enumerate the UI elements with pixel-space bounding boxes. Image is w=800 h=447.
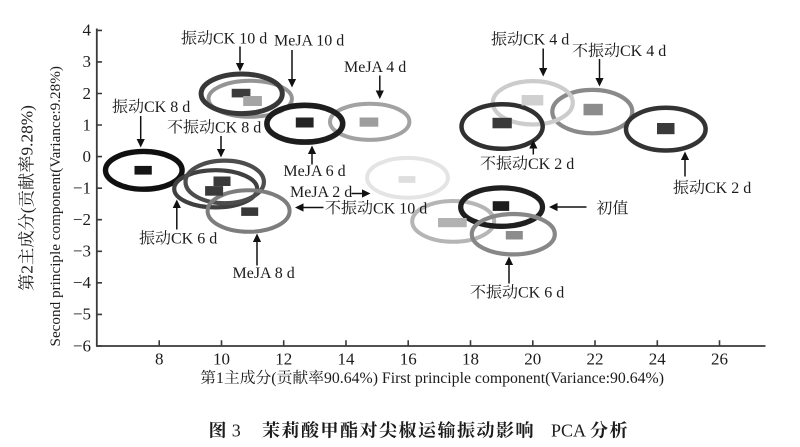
svg-text:CK 6 d: CK 6 d: [518, 285, 564, 302]
svg-text:CK 2 d: CK 2 d: [705, 180, 751, 197]
svg-text:MeJA 2 d: MeJA 2 d: [290, 184, 352, 201]
svg-text:MeJA 8 d: MeJA 8 d: [233, 265, 295, 282]
svg-text:3: 3: [83, 52, 92, 71]
svg-text:1: 1: [83, 115, 92, 134]
svg-text:CK 10 d: CK 10 d: [373, 200, 427, 217]
svg-text:−2: −2: [73, 210, 91, 229]
svg-text:CK 8 d: CK 8 d: [144, 99, 190, 116]
svg-text:CK 2 d: CK 2 d: [528, 156, 574, 173]
svg-text:−3: −3: [73, 242, 91, 261]
svg-text:0: 0: [83, 147, 92, 166]
svg-text:12: 12: [275, 349, 292, 368]
svg-text:18: 18: [462, 349, 479, 368]
svg-text:MeJA 4 d: MeJA 4 d: [344, 59, 406, 76]
svg-text:−5: −5: [73, 305, 91, 324]
svg-text:(: (: [18, 207, 37, 213]
svg-text:26: 26: [711, 349, 728, 368]
svg-text:−1: −1: [73, 179, 91, 198]
svg-text:−6: −6: [73, 336, 91, 355]
svg-text:2: 2: [83, 84, 92, 103]
svg-text:2: 2: [18, 265, 37, 274]
svg-text:3: 3: [232, 421, 241, 441]
svg-text:CK 10 d: CK 10 d: [213, 31, 267, 48]
svg-text:20: 20: [524, 349, 541, 368]
svg-text:14: 14: [338, 349, 356, 368]
svg-text:24: 24: [649, 349, 667, 368]
svg-text:1: 1: [216, 370, 224, 387]
svg-text:90.64%) First principle compon: 90.64%) First principle component(Varian…: [324, 370, 664, 387]
svg-text:PCA: PCA: [551, 421, 586, 441]
svg-text:CK 4 d: CK 4 d: [620, 43, 666, 60]
svg-text:8: 8: [155, 349, 164, 368]
svg-text:Second principle component(Var: Second principle component(Variance:9.28…: [47, 66, 64, 346]
svg-text:4: 4: [83, 21, 92, 40]
svg-text:MeJA 10 d: MeJA 10 d: [274, 33, 344, 50]
svg-text:9.28%): 9.28%): [18, 105, 37, 155]
svg-text:CK 8 d: CK 8 d: [215, 120, 261, 137]
svg-text:CK 4 d: CK 4 d: [523, 32, 569, 49]
svg-text:10: 10: [213, 349, 230, 368]
svg-text:(: (: [271, 370, 276, 387]
svg-text:MeJA 6 d: MeJA 6 d: [283, 163, 345, 180]
svg-text:16: 16: [400, 349, 417, 368]
svg-text:CK 6 d: CK 6 d: [171, 231, 217, 248]
svg-text:22: 22: [587, 349, 604, 368]
svg-text:−4: −4: [73, 273, 92, 292]
